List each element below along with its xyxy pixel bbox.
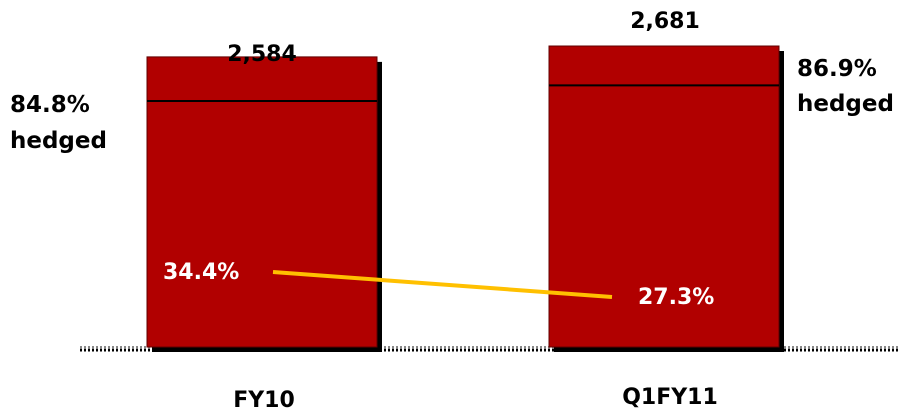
hedged-word-label-q1fy11: hedged	[797, 91, 894, 117]
line-layer	[272, 270, 613, 299]
hedged-pct-label-fy10: 84.8%	[10, 92, 90, 118]
line-series	[272, 270, 613, 299]
hedged-pct-label-q1fy11: 86.9%	[797, 56, 877, 82]
bar-value-label-q1fy11: 2,681	[630, 9, 700, 34]
bar-fy10	[146, 56, 378, 348]
bar-value-label-fy10: 2,584	[227, 42, 297, 67]
line-point-label-fy10: 34.4%	[163, 260, 239, 285]
line-point-label-q1fy11: 27.3%	[638, 285, 714, 310]
hedged-word-label-fy10: hedged	[10, 128, 107, 154]
category-label-q1fy11: Q1FY11	[622, 385, 718, 410]
category-label-fy10: FY10	[233, 388, 295, 412]
